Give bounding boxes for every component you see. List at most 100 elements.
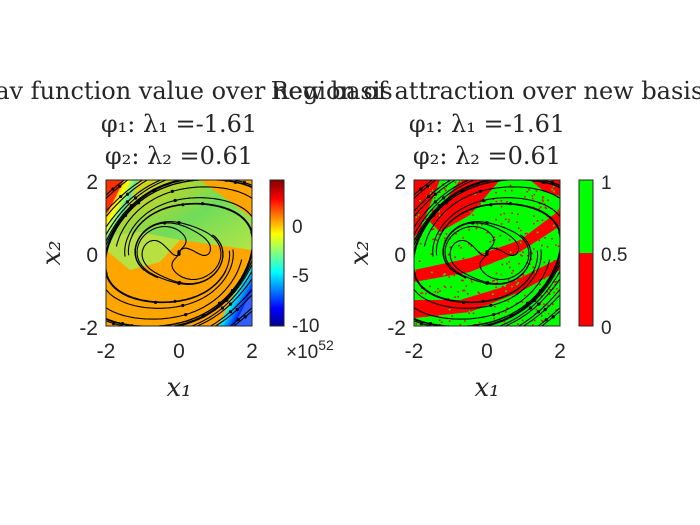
speckle — [544, 206, 547, 209]
speckle — [534, 229, 536, 231]
speckle — [425, 292, 427, 295]
streamline-arrowhead — [102, 218, 105, 221]
speckle — [469, 211, 472, 213]
speckle — [420, 193, 423, 196]
speckle — [470, 253, 472, 255]
speckle — [507, 198, 509, 200]
speckle — [529, 263, 531, 265]
speckle — [486, 231, 488, 234]
streamline-arrowhead — [153, 300, 158, 304]
speckle — [507, 221, 510, 223]
speckle — [503, 212, 506, 215]
streamline-arrowhead — [434, 176, 437, 179]
speckle — [508, 239, 511, 241]
left-x-tick-label: 2 — [246, 340, 258, 363]
speckle — [489, 240, 492, 243]
streamline-arrowhead — [561, 285, 564, 288]
speckle — [536, 231, 539, 234]
speckle — [488, 241, 490, 244]
speckle — [458, 305, 461, 307]
speckle — [519, 241, 522, 244]
speckle — [416, 210, 419, 212]
speckle — [419, 199, 421, 202]
streamline-arrowhead — [118, 184, 122, 188]
speckle — [524, 196, 526, 198]
speckle — [512, 298, 514, 300]
speckle — [507, 279, 510, 281]
speckle — [542, 320, 544, 322]
speckle — [529, 283, 532, 285]
speckle — [535, 236, 538, 238]
speckle — [441, 321, 443, 324]
speckle — [477, 199, 480, 201]
streamline — [176, 325, 179, 326]
streamline-arrowhead — [126, 176, 129, 179]
streamline-arrowhead — [184, 313, 188, 317]
speckle — [510, 194, 513, 197]
speckle — [557, 245, 560, 247]
speckle — [515, 302, 518, 305]
speckle — [454, 181, 457, 184]
right-colorbar-tick-label: 0.5 — [601, 245, 627, 266]
speckle — [460, 279, 463, 282]
speckle — [508, 261, 510, 263]
speckle — [443, 220, 445, 222]
streamline-arrowhead — [556, 327, 559, 330]
speckle — [430, 270, 433, 272]
speckle — [500, 181, 503, 184]
speckle — [516, 283, 518, 286]
speckle — [505, 298, 508, 301]
speckle — [540, 279, 543, 282]
speckle — [554, 281, 556, 283]
speckle — [536, 220, 539, 222]
speckle — [477, 237, 479, 240]
speckle — [420, 220, 423, 222]
speckle — [492, 198, 495, 200]
left-axes-frame — [105, 179, 253, 327]
streamline — [106, 234, 107, 236]
speckle — [511, 285, 513, 288]
speckle — [531, 252, 533, 255]
speckle — [491, 194, 493, 197]
speckle — [528, 189, 530, 191]
streamline-arrowhead — [102, 285, 105, 288]
speckle — [513, 262, 515, 265]
right-x-tick-label: -2 — [405, 340, 424, 363]
speckle — [531, 197, 534, 200]
right-title-line-2: φ₁: λ₁ =-1.61 — [409, 110, 565, 138]
speckle — [476, 223, 479, 225]
speckle — [431, 209, 434, 212]
speckle — [551, 280, 553, 283]
streamline-arrowhead — [538, 289, 543, 293]
speckle — [470, 279, 472, 281]
speckle — [444, 188, 446, 190]
streamline-arrowhead — [229, 302, 233, 306]
speckle — [555, 244, 557, 246]
speckle — [418, 267, 420, 269]
speckle — [546, 187, 548, 190]
right-title-line-3: φ₂: λ₂ =0.61 — [413, 142, 561, 170]
speckle — [518, 262, 520, 265]
speckle — [444, 266, 446, 268]
speckle — [549, 289, 552, 291]
speckle — [431, 189, 434, 192]
streamline — [414, 216, 415, 218]
speckle — [547, 286, 550, 289]
streamline-arrowhead — [229, 327, 232, 330]
speckle — [541, 199, 544, 201]
speckle — [503, 320, 506, 323]
streamline-arrowhead — [233, 180, 237, 184]
speckle — [546, 291, 549, 293]
left-x-tick-label: 0 — [173, 340, 185, 363]
speckle — [482, 298, 484, 300]
speckle — [498, 313, 500, 315]
speckle — [468, 234, 471, 237]
speckle — [500, 223, 503, 225]
speckle — [419, 241, 421, 243]
streamline-arrowhead — [152, 188, 156, 193]
speckle — [540, 206, 542, 208]
speckle — [448, 276, 450, 278]
speckle — [487, 259, 490, 261]
